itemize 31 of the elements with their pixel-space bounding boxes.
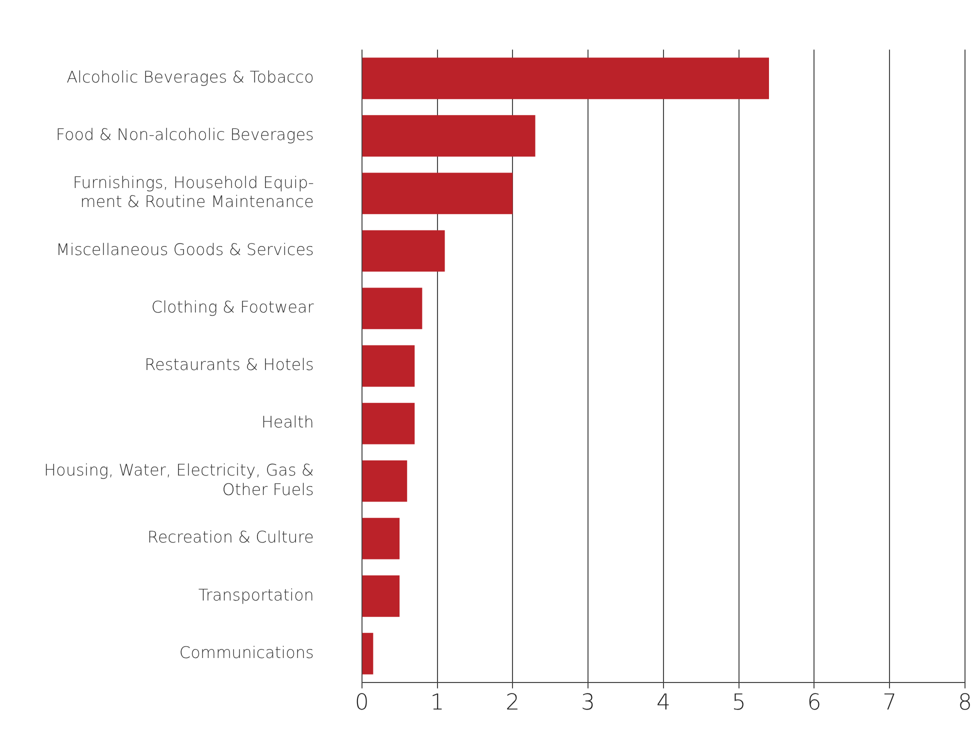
- y-tick-label: Clothing & Footwear: [151, 298, 314, 317]
- bar: [362, 460, 408, 502]
- y-tick-label: Recreation & Culture: [147, 528, 314, 547]
- bar: [362, 345, 415, 387]
- x-tick-label: 8: [958, 690, 972, 716]
- bar: [362, 518, 400, 560]
- y-tick-label: Furnishings, Household Equip- ment & Routine Maintenance: [72, 172, 314, 212]
- bar: [362, 230, 445, 272]
- y-tick-label: Health: [261, 412, 314, 432]
- bar: [362, 632, 374, 674]
- bar: [362, 402, 415, 444]
- y-tick-label: Transportation: [198, 585, 314, 604]
- x-tick-label: 7: [882, 690, 897, 716]
- x-tick-label: 0: [354, 690, 369, 716]
- bar: [362, 288, 422, 330]
- y-tick-label: Alcoholic Beverages & Tobacco: [66, 68, 314, 87]
- x-tick-label: 4: [656, 690, 670, 716]
- bar: [362, 575, 400, 617]
- y-tick-label: Restaurants & Hotels: [144, 355, 314, 374]
- y-tick-label: Communications: [179, 642, 314, 662]
- bar: [362, 172, 513, 214]
- x-tick-label: 6: [807, 690, 822, 716]
- y-tick-label: Miscellaneous Goods & Services: [56, 240, 314, 260]
- y-tick-label: Food & Non-alcoholic Beverages: [56, 125, 314, 144]
- x-tick-label: 3: [581, 690, 596, 716]
- x-tick-label: 5: [732, 690, 746, 716]
- y-tick-label: Housing, Water, Electricity, Gas & Other Fuels: [44, 460, 314, 499]
- x-tick-label: 1: [430, 690, 444, 716]
- x-tick-label: 2: [506, 690, 520, 716]
- bar: [362, 58, 769, 100]
- bar: [362, 115, 536, 157]
